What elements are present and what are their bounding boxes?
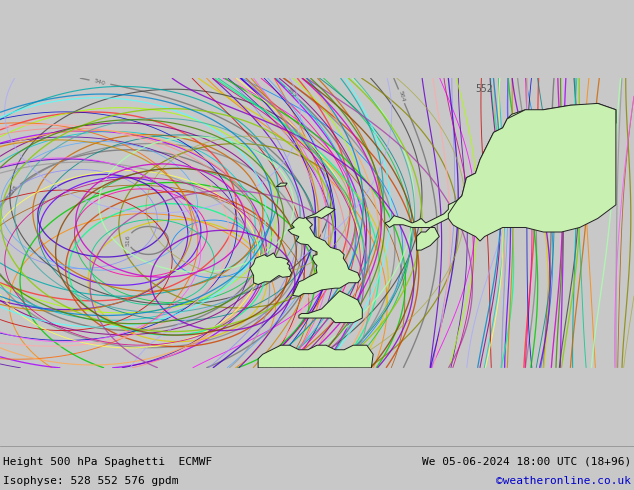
Polygon shape (299, 291, 362, 322)
Polygon shape (276, 183, 287, 187)
Text: 552: 552 (476, 84, 493, 94)
Polygon shape (250, 253, 292, 285)
Text: ©weatheronline.co.uk: ©weatheronline.co.uk (496, 476, 631, 486)
Polygon shape (448, 103, 616, 241)
Polygon shape (258, 345, 373, 368)
Text: Height 500 hPa Spaghetti  ECMWF: Height 500 hPa Spaghetti ECMWF (3, 457, 212, 467)
Text: 516: 516 (126, 234, 131, 246)
Polygon shape (288, 207, 361, 296)
Text: 552: 552 (286, 87, 297, 99)
Polygon shape (385, 103, 616, 227)
Text: We 05-06-2024 18:00 UTC (18+96): We 05-06-2024 18:00 UTC (18+96) (422, 457, 631, 467)
Text: 540: 540 (94, 78, 107, 86)
Text: 576: 576 (549, 167, 554, 178)
Text: Isophyse: 528 552 576 gpdm: Isophyse: 528 552 576 gpdm (3, 476, 179, 486)
Text: 564: 564 (398, 90, 406, 102)
Polygon shape (417, 227, 439, 250)
Text: 528: 528 (8, 184, 19, 196)
